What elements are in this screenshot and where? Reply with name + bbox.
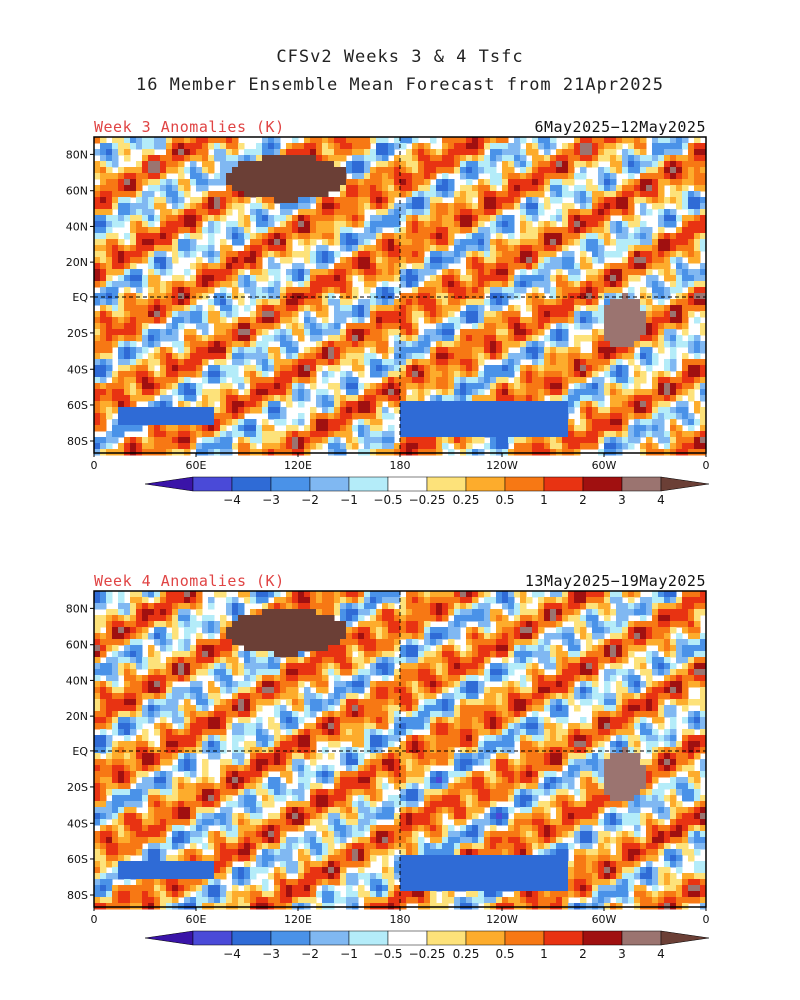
week3-colorbar-label: 4	[657, 493, 665, 507]
week4-colorbar-box	[270, 930, 311, 946]
week4-lat-label: EQ	[72, 745, 88, 758]
week3-colorbar-label: −1	[340, 493, 358, 507]
week4-lon-label: 0	[91, 913, 98, 926]
week3-colorbar-label: −4	[223, 493, 241, 507]
week3-lon-label: 180	[390, 459, 411, 472]
week3-colorbar-left-arrow	[144, 476, 194, 492]
week3-colorbar-box	[231, 476, 272, 492]
week4-colorbar-box	[387, 930, 428, 946]
week3-lon-label: 0	[91, 459, 98, 472]
week3-colorbar-box	[465, 476, 506, 492]
week3-colorbar-label: 3	[618, 493, 626, 507]
week3-lat-label: EQ	[72, 291, 88, 304]
week4-colorbar-box	[582, 930, 623, 946]
week3-lon-label: 60W	[592, 459, 617, 472]
week4-colorbar-label: −0.25	[409, 947, 446, 961]
week4-map	[94, 591, 707, 910]
week4-colorbar-left-arrow	[144, 930, 194, 946]
week3-colorbar-box	[621, 476, 662, 492]
week4-colorbar-box	[543, 930, 584, 946]
week4-colorbar-label: 4	[657, 947, 665, 961]
week4-colorbar-label: 0.25	[453, 947, 480, 961]
week4-colorbar-right-arrow	[660, 930, 710, 946]
week4-colorbar-label: −4	[223, 947, 241, 961]
week3-lat-label: 20S	[67, 327, 88, 340]
week3-lat-label: 60S	[67, 399, 88, 412]
week3-colorbar-label: 0.25	[453, 493, 480, 507]
week3-lat-label: 80N	[66, 148, 88, 161]
week3-lat-label: 60N	[66, 185, 88, 198]
week3-lon-label: 120W	[486, 459, 518, 472]
week3-date-range: 6May2025−12May2025	[534, 118, 706, 136]
week3-lon-label: 60E	[186, 459, 207, 472]
week4-lat-label: 60N	[66, 639, 88, 652]
week3-colorbar-label: −0.5	[373, 493, 402, 507]
week4-colorbar-box	[348, 930, 389, 946]
week4-colorbar-box	[465, 930, 506, 946]
week3-lon-label: 120E	[284, 459, 312, 472]
week4-lat-label: 60S	[67, 853, 88, 866]
week4-colorbar-label: −2	[301, 947, 319, 961]
week3-panel-title: Week 3 Anomalies (K)	[94, 118, 285, 136]
week4-lat-label: 40N	[66, 674, 88, 687]
week4-colorbar-box	[192, 930, 233, 946]
week3-colorbar-box	[309, 476, 350, 492]
week4-colorbar-label: 0.5	[495, 947, 514, 961]
week4-lat-label: 20N	[66, 710, 88, 723]
week4-colorbar-box	[426, 930, 467, 946]
week4-lat-label: 40S	[67, 817, 88, 830]
week4-lon-label: 180	[390, 913, 411, 926]
title-line-2: 16 Member Ensemble Mean Forecast from 21…	[135, 75, 665, 95]
week3-colorbar-box	[426, 476, 467, 492]
week4-colorbar-box	[504, 930, 545, 946]
week3-colorbar-right-arrow	[660, 476, 710, 492]
week3-colorbar-label: −3	[262, 493, 280, 507]
week4-lat-label: 80N	[66, 602, 88, 615]
week4-lat-label: 20S	[67, 781, 88, 794]
week3-lon-label: 0	[703, 459, 710, 472]
week3-colorbar-label: 0.5	[495, 493, 514, 507]
week4-panel-title: Week 4 Anomalies (K)	[94, 572, 285, 590]
week3-lat-label: 20N	[66, 256, 88, 269]
week3-map	[94, 137, 707, 456]
week4-colorbar-label: −1	[340, 947, 358, 961]
week4-lon-label: 60W	[592, 913, 617, 926]
week4-lon-label: 0	[703, 913, 710, 926]
week4-lon-label: 120W	[486, 913, 518, 926]
week3-colorbar-box	[504, 476, 545, 492]
week4-lon-label: 120E	[284, 913, 312, 926]
week4-lat-label: 80S	[67, 889, 88, 902]
week4-colorbar: −4 −3 −2 −1 −0.5 −0.25 0.25 0.5 1 2 3 4	[144, 930, 710, 961]
week4-date-range: 13May2025−19May2025	[524, 572, 706, 590]
week3-colorbar-label: −0.25	[409, 493, 446, 507]
title-line-1: CFSv2 Weeks 3 & 4 Tsfc	[276, 47, 524, 67]
week3-colorbar-box	[348, 476, 389, 492]
week4-colorbar-label: 2	[579, 947, 587, 961]
week3-colorbar: −4 −3 −2 −1 −0.5 −0.25 0.25 0.5 1 2 3 4	[144, 476, 710, 507]
week3-lat-label: 40S	[67, 363, 88, 376]
week4-colorbar-box	[309, 930, 350, 946]
week4-colorbar-box	[231, 930, 272, 946]
week3-colorbar-label: 2	[579, 493, 587, 507]
week4-colorbar-label: 1	[540, 947, 548, 961]
week3-colorbar-box	[387, 476, 428, 492]
week3-colorbar-box	[270, 476, 311, 492]
week4-colorbar-label: −0.5	[373, 947, 402, 961]
week3-colorbar-label: −2	[301, 493, 319, 507]
week4-lon-label: 60E	[186, 913, 207, 926]
week4-colorbar-label: 3	[618, 947, 626, 961]
week3-lat-label: 40N	[66, 220, 88, 233]
week3-colorbar-label: 1	[540, 493, 548, 507]
week3-colorbar-box	[192, 476, 233, 492]
week4-colorbar-label: −3	[262, 947, 280, 961]
week4-colorbar-box	[621, 930, 662, 946]
week3-colorbar-box	[543, 476, 584, 492]
week3-lat-label: 80S	[67, 435, 88, 448]
week3-colorbar-box	[582, 476, 623, 492]
